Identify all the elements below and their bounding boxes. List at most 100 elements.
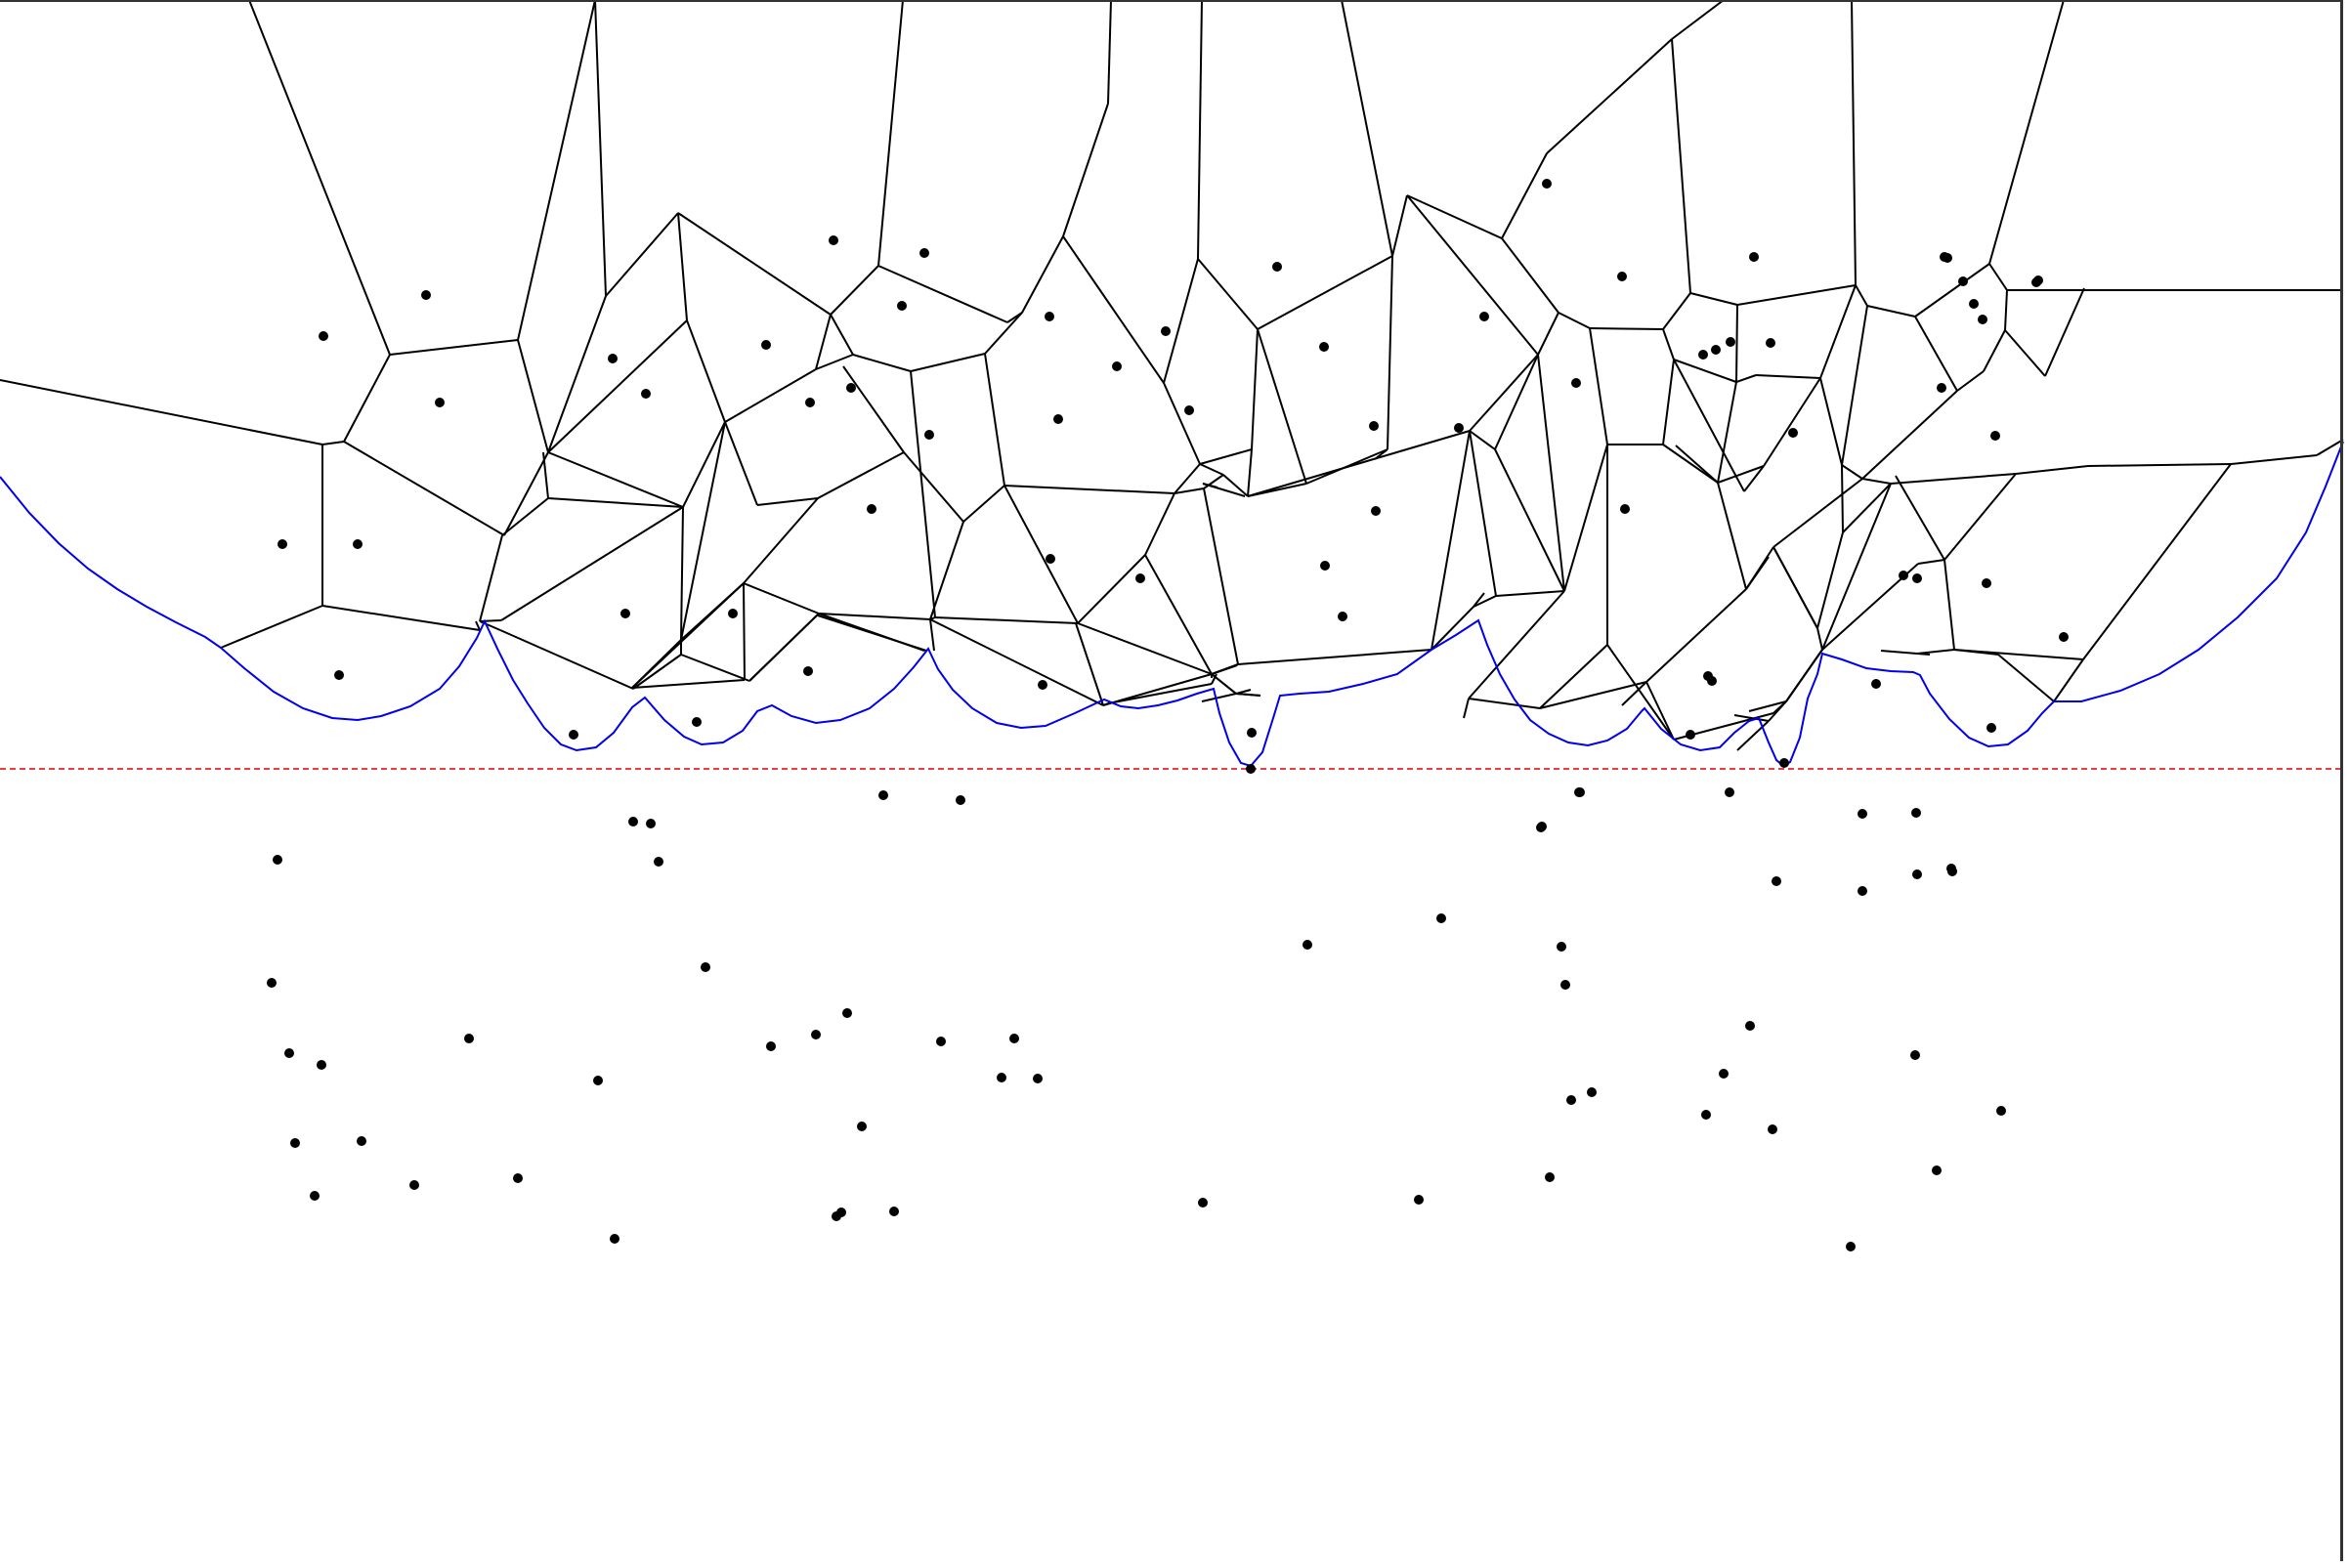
voronoi-edge: [677, 212, 832, 316]
voronoi-edge: [1841, 464, 1863, 480]
site-point: [1899, 571, 1908, 580]
voronoi-edge: [1107, 683, 1213, 704]
site-point: [1272, 262, 1282, 272]
voronoi-edge: [2087, 463, 2232, 467]
voronoi-edge: [1501, 237, 1559, 314]
site-point: [1788, 428, 1798, 438]
site-point: [1246, 764, 1256, 774]
site-point: [761, 340, 771, 350]
voronoi-edge: [1062, 103, 1109, 237]
site-point: [1303, 940, 1312, 950]
voronoi-edge: [2230, 454, 2318, 465]
voronoi-edge: [1387, 255, 1393, 450]
voronoi-edge: [1943, 473, 2017, 561]
voronoi-edge: [220, 605, 323, 649]
voronoi-edge: [1163, 258, 1199, 384]
site-point: [1046, 554, 1055, 564]
site-point: [435, 398, 445, 407]
voronoi-edge: [1785, 649, 1823, 702]
voronoi-edge: [594, 0, 607, 297]
site-point: [1982, 578, 1991, 588]
voronoi-edge: [724, 421, 758, 506]
site-point: [1779, 758, 1789, 768]
site-point: [569, 730, 578, 740]
voronoi-edge: [1914, 316, 1958, 392]
voronoi-edge: [1717, 381, 1737, 484]
site-point: [628, 817, 638, 826]
voronoi-edge: [1816, 531, 1844, 629]
voronoi-edge: [1745, 556, 1770, 590]
voronoi-edge: [1468, 698, 1541, 709]
voronoi-edge: [1501, 152, 1548, 239]
site-point: [1198, 1198, 1208, 1208]
site-point: [1557, 942, 1566, 952]
site-point: [319, 331, 328, 341]
site-point: [956, 795, 965, 805]
voronoi-edge: [929, 521, 964, 620]
site-point: [1912, 573, 1922, 583]
voronoi-edge: [1819, 284, 1857, 379]
voronoi-edge: [815, 354, 854, 370]
voronoi-edge: [1199, 448, 1253, 465]
site-point: [409, 1180, 419, 1190]
voronoi-edge: [1662, 444, 1719, 484]
voronoi-edge: [1203, 474, 1224, 489]
voronoi-edge: [1075, 622, 1104, 706]
voronoi-edge: [1469, 354, 1539, 432]
site-point: [608, 354, 618, 363]
site-point: [278, 539, 287, 549]
voronoi-edges: [0, 0, 2344, 751]
site-point: [878, 790, 888, 800]
site-point: [290, 1138, 300, 1148]
voronoi-edge: [542, 451, 549, 499]
site-point: [842, 1008, 852, 1018]
site-point: [1745, 1021, 1755, 1031]
site-point: [1772, 876, 1781, 886]
voronoi-edge: [1689, 292, 1738, 306]
voronoi-edge: [547, 451, 684, 508]
voronoi-edge: [1717, 465, 1765, 484]
voronoi-edge: [500, 506, 684, 621]
site-point: [701, 962, 710, 972]
voronoi-edge: [1431, 606, 1474, 651]
voronoi-edge: [984, 353, 1005, 487]
voronoi-edge: [1821, 483, 1892, 651]
voronoi-edge: [1733, 714, 1770, 722]
site-point: [919, 248, 929, 258]
voronoi-edge: [1473, 595, 1497, 608]
voronoi-edge: [1222, 474, 1249, 497]
voronoi-edge: [1251, 328, 1259, 450]
voronoi-edge: [852, 354, 912, 372]
site-point: [2031, 277, 2041, 287]
voronoi-edge: [934, 616, 1079, 624]
site-point: [593, 1076, 603, 1085]
site-point: [803, 666, 813, 676]
site-point: [1749, 252, 1759, 262]
site-point: [1996, 1106, 2006, 1116]
voronoi-edge: [1916, 649, 1955, 655]
voronoi-edge: [1606, 644, 1675, 741]
site-point: [805, 398, 815, 407]
site-point: [1574, 787, 1584, 797]
voronoi-edge: [1391, 194, 1408, 257]
voronoi-edge: [1736, 284, 1857, 306]
voronoi-edge: [2316, 439, 2344, 456]
voronoi-edge: [1004, 485, 1079, 624]
site-point: [846, 383, 856, 393]
voronoi-edge: [1174, 463, 1201, 494]
site-point: [1247, 728, 1257, 738]
voronoi-edge: [748, 613, 820, 682]
site-point: [1454, 423, 1464, 433]
site-point: [1038, 680, 1047, 690]
site-point: [267, 978, 277, 988]
site-point: [1053, 414, 1063, 424]
site-point: [889, 1207, 899, 1216]
site-point: [1686, 730, 1695, 740]
voronoi-edge: [1772, 546, 1818, 629]
voronoi-edge: [743, 582, 746, 681]
voronoi-edge: [479, 619, 502, 622]
voronoi-edge: [631, 582, 745, 689]
voronoi-edge: [817, 451, 905, 499]
voronoi-edge: [1755, 374, 1821, 379]
site-point: [836, 1208, 846, 1217]
